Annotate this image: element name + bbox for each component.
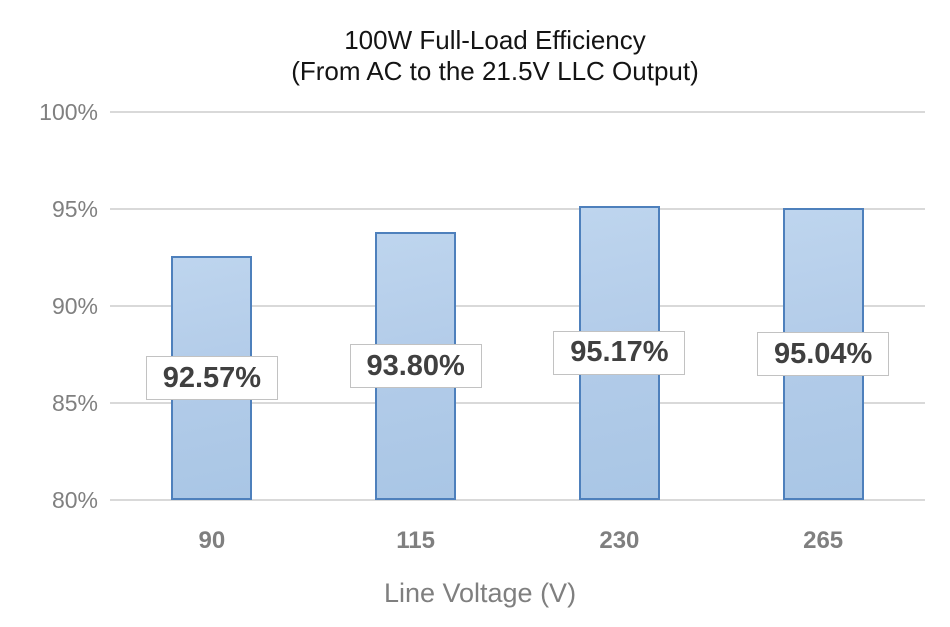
data-label-115v: 93.80% [349, 344, 482, 389]
gridline-95 [110, 208, 925, 210]
chart-title-line1: 100W Full-Load Efficiency [344, 25, 646, 55]
gridline-80 [110, 499, 925, 501]
gridline-85 [110, 402, 925, 404]
chart-title-line2: (From AC to the 21.5V LLC Output) [291, 56, 699, 86]
data-label-230v: 95.17% [553, 330, 686, 375]
y-tick-label-95: 95% [51, 196, 98, 222]
data-label-90v: 92.57% [145, 356, 278, 401]
data-label-265v: 95.04% [757, 332, 890, 377]
x-tick-label-230: 230 [599, 527, 640, 554]
x-axis-title: Line Voltage (V) [383, 578, 577, 608]
x-tick-label-90: 90 [198, 527, 226, 554]
y-tick-label-80: 80% [51, 487, 98, 513]
x-tick-label-115: 115 [396, 527, 435, 554]
chart-title: 100W Full-Load Efficiency (From AC to th… [45, 25, 945, 87]
y-tick-label-90: 90% [51, 293, 98, 319]
gridline-90 [110, 305, 925, 307]
gridline-100 [110, 111, 925, 113]
y-tick-label-100: 100% [39, 99, 98, 125]
x-tick-label-265: 265 [803, 527, 844, 554]
y-tick-label-85: 85% [51, 390, 98, 416]
plot-area: 92.57% 93.80% 95.17% 95.04% [110, 111, 925, 501]
